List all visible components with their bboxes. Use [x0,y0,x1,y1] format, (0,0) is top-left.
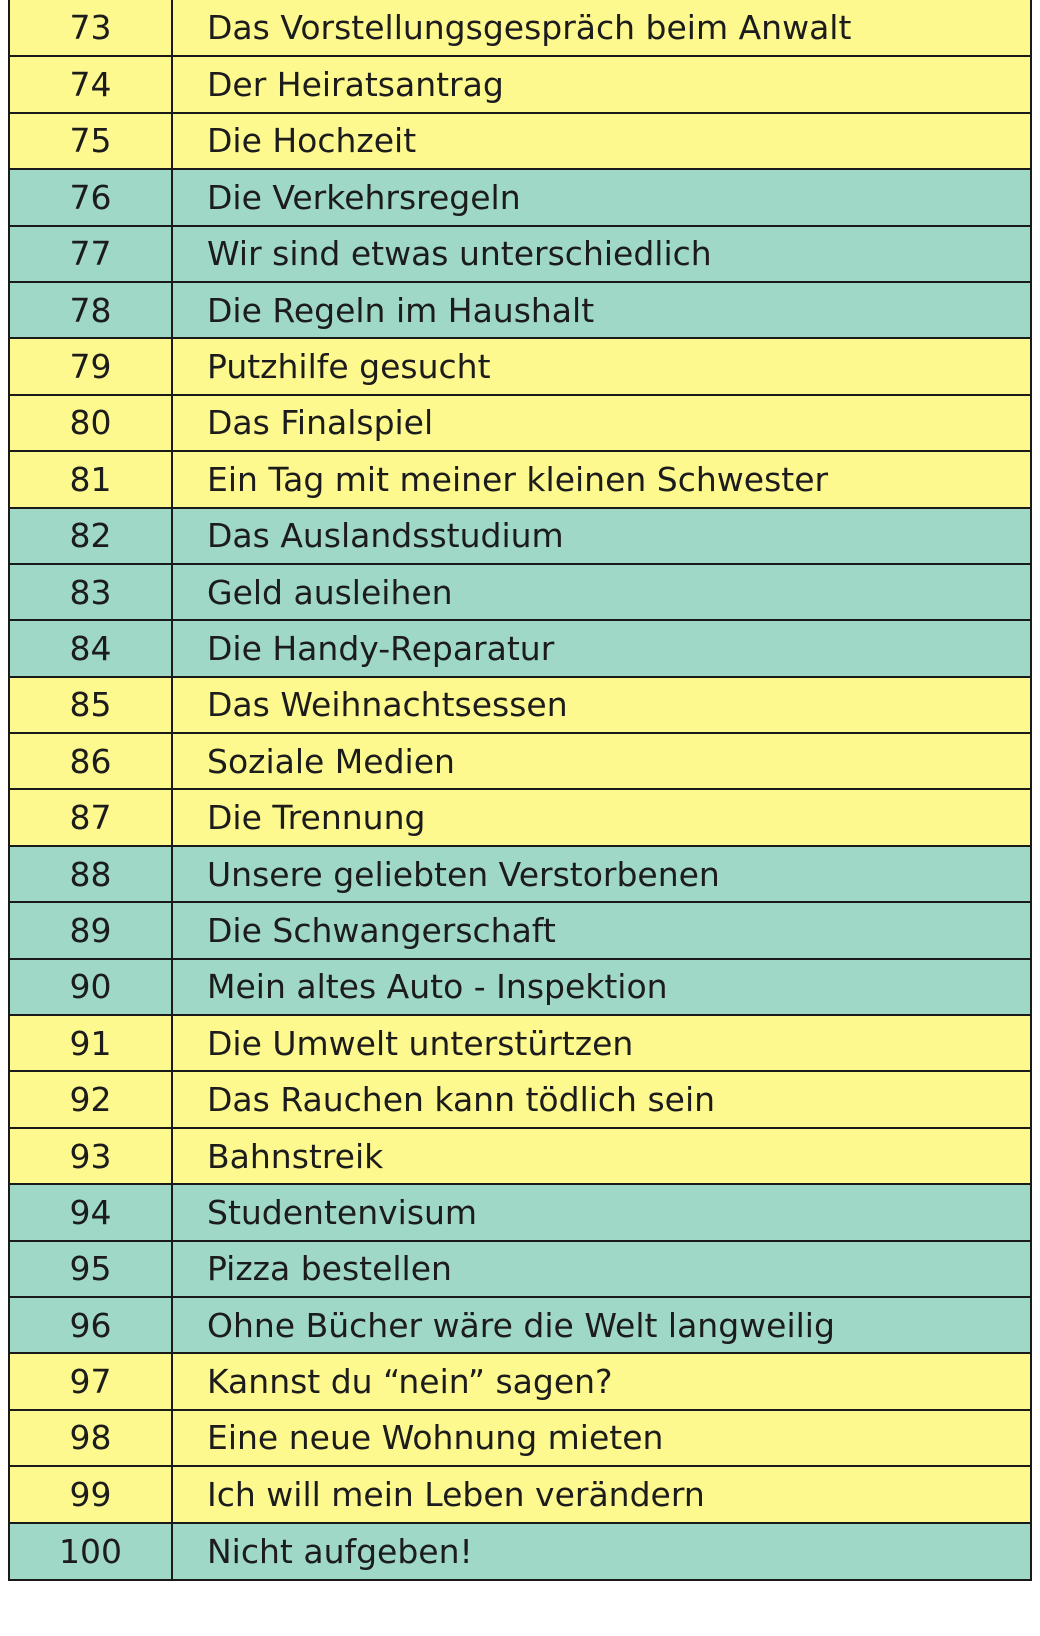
topic-title: Das Finalspiel [172,394,1030,453]
topic-title: Pizza bestellen [172,1240,1030,1298]
table-row: 77 Wir sind etwas unterschiedlich [10,225,1030,283]
topic-number: 94 [10,1184,173,1242]
topic-number: 84 [10,620,173,678]
table-row: 82 Das Auslandsstudium [10,507,1030,565]
table-row: 96 Ohne Bücher wäre die Welt langweilig [10,1296,1030,1355]
topic-number: 78 [10,281,173,340]
topic-title: Kannst du “nein” sagen? [172,1353,1030,1411]
table-row: 92 Das Rauchen kann tödlich sein [10,1071,1030,1129]
table-row: 76 Die Verkehrsregeln [10,169,1030,227]
table-row: 88 Unsere geliebten Verstorbenen [10,845,1030,904]
topic-number: 95 [10,1240,173,1298]
topic-number: 91 [10,1015,173,1073]
topic-number: 74 [10,56,173,114]
topic-title: Eine neue Wohnung mieten [172,1409,1030,1468]
topic-title: Ohne Bücher wäre die Welt langweilig [172,1296,1030,1355]
topic-number: 85 [10,676,173,735]
topic-title: Die Trennung [172,789,1030,847]
topic-title: Bahnstreik [172,1127,1030,1186]
table-row: 91 Die Umwelt unterstürtzen [10,1015,1030,1073]
table-row: 98 Eine neue Wohnung mieten [10,1409,1030,1468]
table-row: 89 Die Schwangerschaft [10,902,1030,960]
topic-number: 76 [10,169,173,227]
topic-number: 92 [10,1071,173,1129]
topic-title: Das Auslandsstudium [172,507,1030,565]
topic-title: Putzhilfe gesucht [172,338,1030,396]
topic-title: Die Regeln im Haushalt [172,281,1030,340]
topic-title: Die Hochzeit [172,112,1030,171]
topic-number: 88 [10,845,173,904]
topic-title: Mein altes Auto - Inspektion [172,958,1030,1017]
topic-list: 73 Das Vorstellungsgespräch beim Anwalt 74… [10,0,1030,1579]
topic-rows: 73 Das Vorstellungsgespräch beim Anwalt 74… [10,0,1030,1579]
table-row: 99 Ich will mein Leben verändern [10,1466,1030,1524]
table-row: 94 Studentenvisum [10,1184,1030,1242]
topic-number: 73 [10,0,173,58]
topic-number: 90 [10,958,173,1017]
topic-title: Die Umwelt unterstürtzen [172,1015,1030,1073]
table-row: 90 Mein altes Auto - Inspektion [10,958,1030,1017]
topic-title: Die Handy-Reparatur [172,620,1030,678]
topic-number: 83 [10,563,173,622]
topic-number: 98 [10,1409,173,1468]
table-row: 97 Kannst du “nein” sagen? [10,1353,1030,1411]
topic-title: Nicht aufgeben! [207,1531,473,1571]
topic-number: 79 [10,338,173,396]
topic-number: 87 [10,789,173,847]
topic-title: Das Weihnachtsessen [172,676,1030,735]
topic-title: Wir sind etwas unterschiedlich [172,225,1030,283]
topic-title: Ein Tag mit meiner kleinen Schwester [172,451,1030,509]
topic-title: Ich will mein Leben verändern [172,1466,1030,1524]
table-row: 75 Die Hochzeit [10,112,1030,171]
topic-number: 81 [10,451,173,509]
topic-title: Soziale Medien [172,733,1030,791]
topic-number: 82 [10,507,173,565]
topic-number: 75 [10,112,173,171]
table-row: 79 Putzhilfe gesucht [10,338,1030,396]
topic-number: 97 [10,1353,173,1411]
topic-number: 100 [10,1522,173,1579]
topic-title: Geld ausleihen [172,563,1030,622]
topic-title: Der Heiratsantrag [172,56,1030,114]
table-row: 84 Die Handy-Reparatur [10,620,1030,678]
table-row: 87 Die Trennung [10,789,1030,847]
topic-title: Das Rauchen kann tödlich sein [172,1071,1030,1129]
table-row: 85 Das Weihnachtsessen [10,676,1030,735]
table-row: 93 Bahnstreik [10,1127,1030,1186]
table-row: 83 Geld ausleihen [10,563,1030,622]
topic-title: Die Schwangerschaft [172,902,1030,960]
topic-title: Studentenvisum [172,1184,1030,1242]
table-row: 78 Die Regeln im Haushalt [10,281,1030,340]
table-row: 73 Das Vorstellungsgespräch beim Anwalt [10,0,1030,58]
topic-title: Das Vorstellungsgespräch beim Anwalt [172,0,1030,58]
table-row: 86 Soziale Medien [10,733,1030,791]
topic-number: 77 [10,225,173,283]
topic-number: 93 [10,1127,173,1186]
table-row: 74 Der Heiratsantrag [10,56,1030,114]
topic-number: 80 [10,394,173,453]
table-row: 100 Nicht aufgeben! [10,1522,1030,1579]
topic-title: Die Verkehrsregeln [172,169,1030,227]
topic-number: 99 [10,1466,173,1524]
table-row: 80 Das Finalspiel [10,394,1030,453]
table-row: 81 Ein Tag mit meiner kleinen Schwester [10,451,1030,509]
topic-title: Unsere geliebten Verstorbenen [172,845,1030,904]
topic-table: 73 Das Vorstellungsgespräch beim Anwalt 74… [8,0,1032,1581]
table-row: 95 Pizza bestellen [10,1240,1030,1298]
topic-number: 89 [10,902,173,960]
topic-number: 86 [10,733,173,791]
topic-number: 96 [10,1296,173,1355]
